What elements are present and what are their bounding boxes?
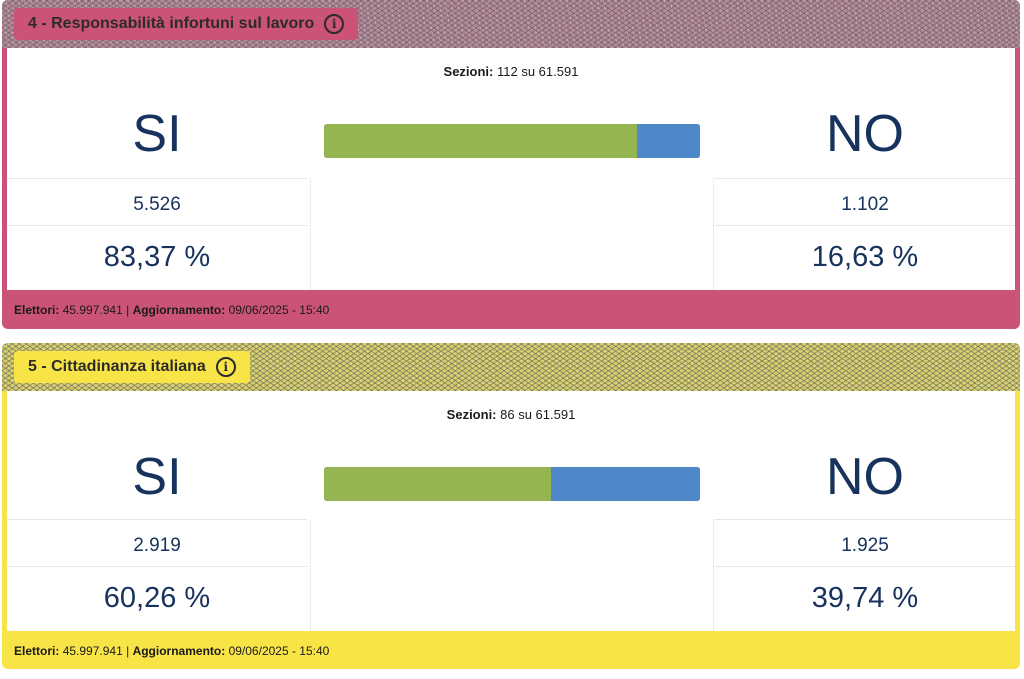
no-percentage: 16,63 % [811, 241, 919, 273]
result-bar-yes [324, 467, 551, 501]
divider [7, 566, 307, 567]
elettori-label: Elettori: [14, 644, 60, 658]
results-panel: Sezioni: 86 su 61.591 SI NO 2.919 1.925 … [7, 391, 1015, 631]
elettori-value: 45.997.941 [62, 644, 123, 658]
referendum-card-5: 5 - Cittadinanza italiana i Sezioni: 86 … [2, 343, 1020, 669]
divider [715, 178, 1015, 179]
question-title-tag: 4 - Responsabilità infortuni sul lavoro … [14, 8, 359, 40]
aggiornamento-value: 09/06/2025 - 15:40 [228, 303, 330, 317]
footer-separator: | [126, 644, 130, 658]
card-header: 4 - Responsabilità infortuni sul lavoro … [2, 0, 1020, 48]
aggiornamento-label: Aggiornamento: [132, 644, 226, 658]
results-panel: Sezioni: 112 su 61.591 SI NO 5.526 1.102… [7, 48, 1015, 290]
question-title: 5 - Cittadinanza italiana [28, 358, 206, 375]
no-percentage: 39,74 % [811, 582, 919, 614]
sezioni-value: 86 su 61.591 [500, 407, 576, 422]
si-label: SI [132, 105, 182, 163]
si-percentage: 83,37 % [103, 241, 211, 273]
si-percentage: 60,26 % [103, 582, 211, 614]
elettori-value: 45.997.941 [62, 303, 123, 317]
question-title-tag: 5 - Cittadinanza italiana i [14, 351, 250, 383]
sezioni-value: 112 su 61.591 [497, 64, 579, 79]
result-bar [324, 467, 700, 501]
question-title: 4 - Responsabilità infortuni sul lavoro [28, 15, 315, 32]
divider [715, 225, 1015, 226]
info-icon[interactable]: i [324, 14, 345, 34]
column-divider [713, 178, 714, 290]
sezioni-label: Sezioni: [446, 407, 497, 422]
sezioni-info: Sezioni: 86 su 61.591 [7, 407, 1015, 422]
card-footer: Elettori: 45.997.941 | Aggiornamento: 09… [14, 303, 329, 317]
si-votes: 5.526 [133, 194, 181, 215]
no-votes: 1.102 [841, 194, 889, 215]
info-icon[interactable]: i [215, 357, 236, 377]
no-label: NO [826, 105, 904, 163]
divider [7, 519, 307, 520]
si-votes: 2.919 [133, 535, 181, 556]
footer-separator: | [126, 303, 130, 317]
divider [7, 225, 307, 226]
divider [715, 519, 1015, 520]
divider [7, 178, 307, 179]
column-divider [310, 519, 311, 631]
no-label: NO [826, 448, 904, 506]
aggiornamento-label: Aggiornamento: [132, 303, 226, 317]
column-divider [310, 178, 311, 290]
referendum-card-4: 4 - Responsabilità infortuni sul lavoro … [2, 0, 1020, 329]
result-bar-no [550, 467, 700, 501]
divider [715, 566, 1015, 567]
card-header: 5 - Cittadinanza italiana i [2, 343, 1020, 391]
sezioni-label: Sezioni: [443, 64, 494, 79]
result-bar-no [637, 124, 700, 158]
result-bar-yes [324, 124, 638, 158]
aggiornamento-value: 09/06/2025 - 15:40 [228, 644, 330, 658]
elettori-label: Elettori: [14, 303, 60, 317]
card-footer: Elettori: 45.997.941 | Aggiornamento: 09… [14, 644, 329, 658]
column-divider [713, 519, 714, 631]
si-label: SI [132, 448, 182, 506]
result-bar [324, 124, 700, 158]
sezioni-info: Sezioni: 112 su 61.591 [7, 64, 1015, 79]
no-votes: 1.925 [841, 535, 889, 556]
